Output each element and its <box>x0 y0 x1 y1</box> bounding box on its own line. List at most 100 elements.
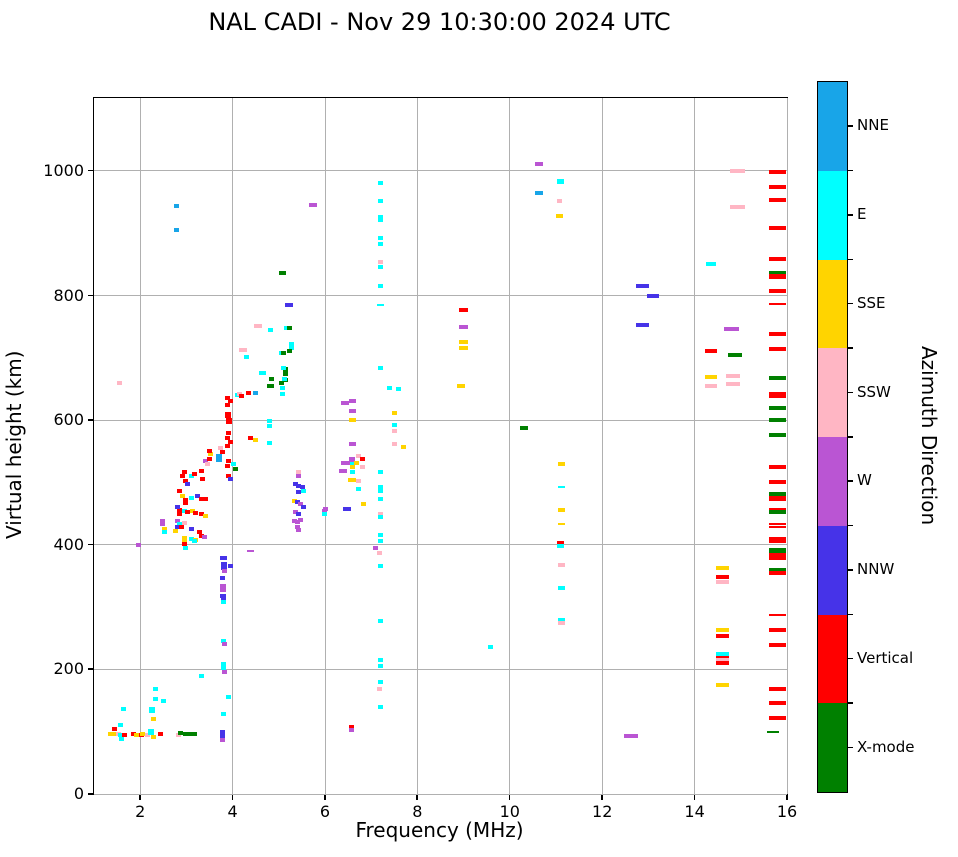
data-point-vertical <box>191 472 197 477</box>
x-tick-label: 10 <box>499 802 520 821</box>
x-tick-label: 4 <box>227 802 238 821</box>
colorbar-boundary-tick <box>848 613 853 615</box>
data-point-x-mode <box>769 491 787 496</box>
data-point-e <box>377 680 383 685</box>
data-point-e <box>221 638 227 643</box>
data-point-sse <box>161 526 167 531</box>
gridline-horizontal <box>94 419 787 421</box>
data-point-sse <box>459 339 469 344</box>
data-point-e <box>378 470 384 475</box>
data-point-nnw <box>220 555 228 560</box>
data-point-vertical <box>715 655 729 660</box>
data-point-x-mode <box>769 433 787 438</box>
data-point-vertical <box>704 348 717 353</box>
data-point-w <box>294 525 300 530</box>
data-point-vertical <box>196 530 202 535</box>
colorbar-tick <box>848 480 853 482</box>
data-point-x-mode <box>286 348 292 353</box>
data-point-e <box>558 585 566 590</box>
data-point-ssw <box>729 205 745 210</box>
data-point-e <box>188 474 194 479</box>
data-point-e <box>377 217 383 222</box>
data-point-e <box>558 617 566 622</box>
data-point-nnw <box>175 525 181 530</box>
data-point-sse <box>401 444 407 449</box>
data-point-w <box>296 473 302 478</box>
data-point-w <box>294 519 300 524</box>
data-point-ssw <box>558 620 566 625</box>
data-point-w <box>135 543 141 548</box>
data-point-e <box>160 698 166 703</box>
data-point-x-mode <box>767 730 780 733</box>
data-point-e <box>558 485 566 488</box>
data-point-nnw <box>342 507 351 512</box>
data-point-vertical <box>769 553 787 561</box>
data-point-nnw <box>219 576 225 581</box>
data-point-sse <box>133 732 142 737</box>
colorbar-category-label: X-mode <box>857 737 915 756</box>
data-point-w <box>623 734 638 739</box>
data-point-x-mode <box>769 418 787 423</box>
data-point-e <box>147 729 154 736</box>
colorbar-segment-vertical <box>818 614 847 704</box>
y-tick-mark <box>88 419 93 421</box>
data-point-e <box>121 706 127 711</box>
data-point-e <box>377 704 383 709</box>
data-point-e <box>349 470 355 475</box>
colorbar-segment-nnw <box>818 525 847 615</box>
data-point-nnw <box>636 284 650 289</box>
data-point-sse <box>558 523 566 526</box>
data-point-vertical <box>715 575 729 580</box>
data-point-e <box>243 355 249 360</box>
data-point-vertical <box>181 470 187 475</box>
data-point-sse <box>715 628 729 633</box>
data-point-e <box>377 241 383 246</box>
data-point-e <box>322 511 328 516</box>
gridline-horizontal <box>94 544 787 546</box>
data-point-nnw <box>175 505 181 510</box>
data-point-ssw <box>377 686 383 691</box>
data-point-vertical <box>224 412 231 419</box>
colorbar-tick <box>848 125 853 127</box>
data-point-ssw <box>176 733 182 738</box>
data-point-nnw <box>636 322 650 327</box>
data-point-vertical <box>198 512 204 517</box>
data-point-w <box>341 401 350 406</box>
data-point-vertical <box>769 643 787 648</box>
data-point-e <box>288 341 294 350</box>
data-point-w <box>348 727 354 732</box>
colorbar-segment-e <box>818 170 847 260</box>
data-point-w <box>298 501 303 506</box>
data-point-e <box>191 539 197 544</box>
data-point-vertical <box>227 399 233 404</box>
data-point-w <box>221 642 227 647</box>
data-point-vertical <box>206 456 212 461</box>
data-point-nnw <box>296 490 302 495</box>
data-point-x-mode <box>769 510 787 515</box>
gridline-vertical <box>232 98 234 794</box>
data-point-w <box>349 408 357 413</box>
data-point-vertical <box>121 732 127 737</box>
data-point-e <box>378 514 384 519</box>
data-point-ssw <box>296 469 302 474</box>
data-point-e <box>176 522 182 527</box>
gridline-horizontal <box>94 170 787 172</box>
data-point-w <box>724 327 740 332</box>
data-point-nnw <box>220 597 226 602</box>
x-tick-label: 2 <box>135 802 146 821</box>
data-point-vertical <box>179 524 185 529</box>
data-point-sse <box>108 732 119 737</box>
data-point-ssw <box>557 198 563 203</box>
data-point-nnw <box>220 593 227 598</box>
data-point-vertical <box>225 403 231 408</box>
colorbar-category-label: SSW <box>857 382 891 401</box>
data-point-ssw <box>377 551 383 556</box>
data-point-x-mode <box>519 425 528 430</box>
data-point-ssw <box>218 445 224 450</box>
data-point-e <box>220 711 226 716</box>
gridline-horizontal <box>94 793 787 795</box>
data-point-vertical <box>226 430 232 435</box>
data-point-e <box>118 733 124 738</box>
data-point-vertical <box>183 497 189 502</box>
data-point-vertical <box>769 273 787 279</box>
